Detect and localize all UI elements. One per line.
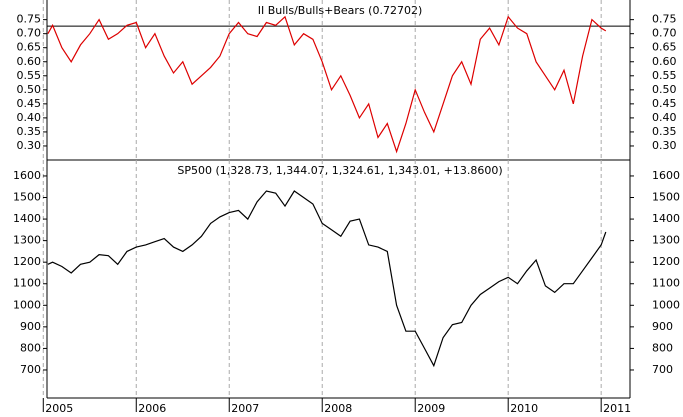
y-tick-label: 0.60 bbox=[17, 55, 42, 68]
y-tick-label: 0.75 bbox=[652, 13, 677, 26]
y-tick-label: 1600 bbox=[652, 169, 680, 182]
y-tick-label: 0.45 bbox=[652, 97, 677, 110]
y-tick-label: 1200 bbox=[13, 255, 41, 268]
y-tick-label: 1600 bbox=[13, 169, 41, 182]
y-tick-label: 0.60 bbox=[652, 55, 677, 68]
x-tick-label: 2009 bbox=[417, 402, 445, 415]
y-tick-label: 1400 bbox=[13, 212, 41, 225]
y-tick-label: 0.55 bbox=[652, 69, 677, 82]
x-tick-label: 2008 bbox=[324, 402, 352, 415]
data-line bbox=[47, 15, 607, 154]
x-tick-label: 2007 bbox=[231, 402, 259, 415]
panel-title: II Bulls/Bulls+Bears (0.72702) bbox=[258, 4, 423, 17]
x-tick-label: 2005 bbox=[45, 402, 73, 415]
y-tick-label: 0.55 bbox=[17, 69, 42, 82]
y-tick-label: 0.65 bbox=[17, 41, 42, 54]
y-tick-label: 1100 bbox=[652, 277, 680, 290]
y-tick-label: 800 bbox=[20, 341, 41, 354]
y-tick-label: 1500 bbox=[652, 191, 680, 204]
y-tick-label: 1300 bbox=[652, 234, 680, 247]
y-tick-label: 900 bbox=[652, 320, 673, 333]
y-tick-label: 0.30 bbox=[17, 139, 42, 152]
y-tick-label: 0.35 bbox=[17, 125, 42, 138]
y-tick-label: 700 bbox=[652, 363, 673, 376]
y-tick-label: 0.65 bbox=[652, 41, 677, 54]
y-tick-label: 1000 bbox=[652, 298, 680, 311]
y-tick-label: 1100 bbox=[13, 277, 41, 290]
y-tick-label: 0.40 bbox=[652, 111, 677, 124]
y-tick-label: 0.50 bbox=[652, 83, 677, 96]
y-tick-label: 1200 bbox=[652, 255, 680, 268]
x-tick-label: 2006 bbox=[138, 402, 166, 415]
y-tick-label: 0.30 bbox=[652, 139, 677, 152]
panel-title: SP500 (1,328.73, 1,344.07, 1,324.61, 1,3… bbox=[177, 164, 502, 177]
y-tick-label: 1400 bbox=[652, 212, 680, 225]
y-tick-label: 0.45 bbox=[17, 97, 42, 110]
y-tick-label: 800 bbox=[652, 341, 673, 354]
y-tick-label: 900 bbox=[20, 320, 41, 333]
x-tick-label: 2011 bbox=[603, 402, 631, 415]
y-tick-label: 0.75 bbox=[17, 13, 42, 26]
y-tick-label: 1300 bbox=[13, 234, 41, 247]
y-tick-label: 1500 bbox=[13, 191, 41, 204]
data-line bbox=[47, 190, 607, 368]
y-tick-label: 700 bbox=[20, 363, 41, 376]
y-tick-label: 0.40 bbox=[17, 111, 42, 124]
y-tick-label: 0.70 bbox=[652, 27, 677, 40]
y-tick-label: 0.35 bbox=[652, 125, 677, 138]
x-tick-label: 2010 bbox=[510, 402, 538, 415]
y-tick-label: 1000 bbox=[13, 298, 41, 311]
y-tick-label: 0.70 bbox=[17, 27, 42, 40]
y-tick-label: 0.50 bbox=[17, 83, 42, 96]
